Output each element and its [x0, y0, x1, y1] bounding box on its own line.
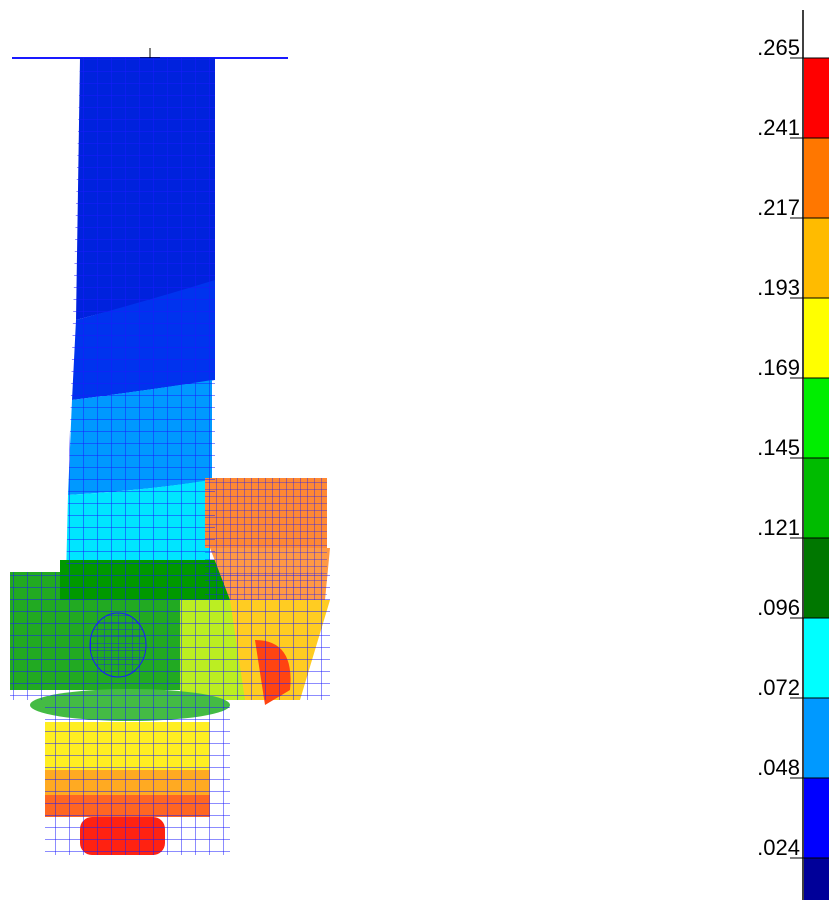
- color-legend: .265 .241 .217 .193 .169 .145 .121 .096 .072 .048…: [757, 35, 829, 900]
- legend-band: [804, 58, 829, 138]
- legend-label: .121: [757, 515, 800, 540]
- legend-band: [804, 698, 829, 778]
- contour-plot: .265 .241 .217 .193 .169 .145 .121 .096 .072 .048…: [0, 0, 829, 900]
- legend-band: [804, 538, 829, 618]
- legend-band: [804, 138, 829, 218]
- page: .265 .241 .217 .193 .169 .145 .121 .096 .072 .048…: [0, 0, 829, 900]
- legend-label: .072: [757, 675, 800, 700]
- legend-band: [804, 298, 829, 378]
- legend-label: .265: [757, 35, 800, 60]
- legend-band: [804, 458, 829, 538]
- legend-band: [804, 858, 829, 900]
- legend-band: [804, 378, 829, 458]
- model: [10, 48, 330, 855]
- legend-band: [804, 618, 829, 698]
- legend-band: [804, 218, 829, 298]
- legend-label: .217: [757, 195, 800, 220]
- legend-label: .096: [757, 595, 800, 620]
- legend-band: [804, 778, 829, 858]
- legend-label: .169: [757, 355, 800, 380]
- legend-label: .024: [757, 835, 800, 860]
- legend-label: .145: [757, 435, 800, 460]
- legend-label: .241: [757, 115, 800, 140]
- legend-label: .048: [757, 755, 800, 780]
- legend-label: .193: [757, 275, 800, 300]
